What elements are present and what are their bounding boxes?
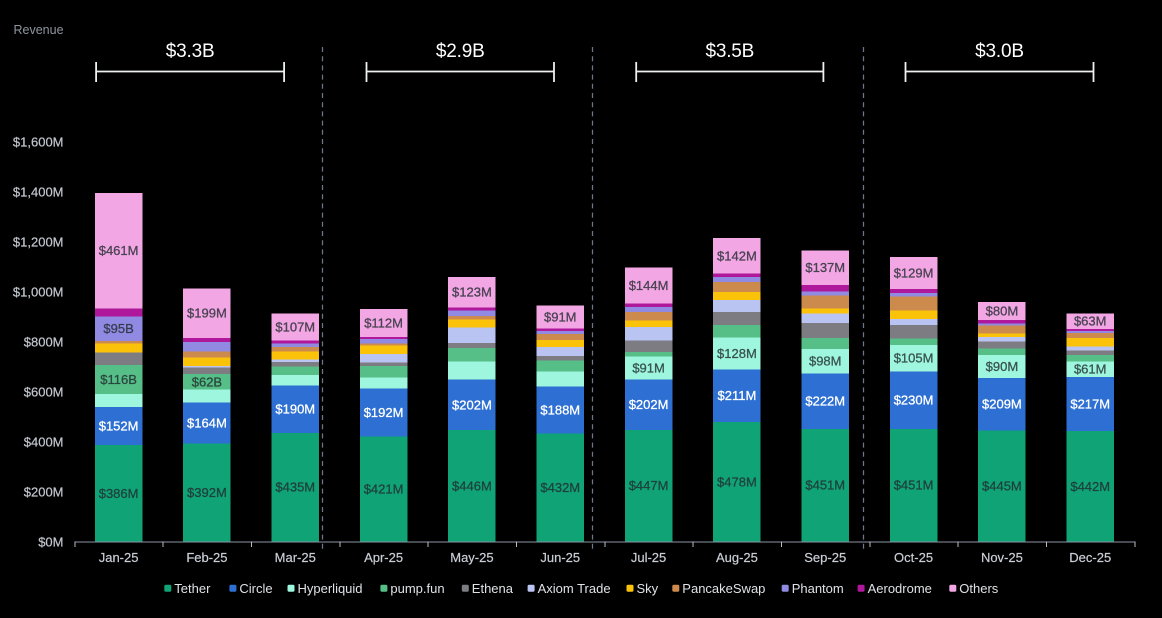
svg-text:$211M: $211M <box>718 388 757 403</box>
svg-text:$386M: $386M <box>99 486 139 501</box>
svg-text:$432M: $432M <box>540 480 580 495</box>
svg-text:$62B: $62B <box>192 374 222 389</box>
svg-text:$107M: $107M <box>275 319 315 334</box>
svg-text:Jan-25: Jan-25 <box>99 550 139 565</box>
svg-text:$95B: $95B <box>103 321 133 336</box>
svg-text:$200M: $200M <box>24 485 64 500</box>
svg-text:Mar-25: Mar-25 <box>275 550 316 565</box>
svg-text:$445M: $445M <box>982 478 1022 493</box>
svg-text:Hyperliquid: Hyperliquid <box>298 581 363 596</box>
svg-text:Nov-25: Nov-25 <box>981 550 1023 565</box>
svg-text:Feb-25: Feb-25 <box>186 550 227 565</box>
svg-text:Sep-25: Sep-25 <box>804 550 846 565</box>
svg-text:$0M: $0M <box>38 535 63 550</box>
svg-text:$123M: $123M <box>452 285 492 300</box>
svg-text:Ethena: Ethena <box>472 581 514 596</box>
svg-text:$105M: $105M <box>894 351 934 366</box>
svg-text:Others: Others <box>959 581 999 596</box>
svg-text:$192M: $192M <box>364 405 404 420</box>
svg-text:$152M: $152M <box>99 419 139 434</box>
svg-text:$209M: $209M <box>982 397 1022 412</box>
svg-text:Tether: Tether <box>174 581 211 596</box>
svg-text:$128M: $128M <box>717 346 757 361</box>
svg-text:$1,400M: $1,400M <box>13 185 64 200</box>
svg-text:Oct-25: Oct-25 <box>894 550 933 565</box>
svg-text:$91M: $91M <box>544 309 577 324</box>
svg-text:$190M: $190M <box>275 402 315 417</box>
svg-text:$478M: $478M <box>717 474 757 489</box>
svg-text:$129M: $129M <box>894 265 934 280</box>
svg-text:$61M: $61M <box>1074 362 1107 377</box>
svg-text:$1,600M: $1,600M <box>13 135 64 150</box>
svg-text:$80M: $80M <box>986 304 1019 319</box>
svg-text:Aug-25: Aug-25 <box>716 550 758 565</box>
svg-text:pump.fun: pump.fun <box>390 581 444 596</box>
svg-text:$202M: $202M <box>629 397 669 412</box>
svg-text:$112M: $112M <box>364 316 403 331</box>
svg-text:Jul-25: Jul-25 <box>631 550 666 565</box>
svg-text:$116B: $116B <box>100 372 137 387</box>
svg-text:$451M: $451M <box>894 478 934 493</box>
svg-text:$392M: $392M <box>187 485 227 500</box>
svg-text:$137M: $137M <box>805 260 845 275</box>
svg-text:$461M: $461M <box>99 243 139 258</box>
svg-text:$91M: $91M <box>632 360 665 375</box>
svg-text:$230M: $230M <box>894 393 934 408</box>
svg-text:$3.0B: $3.0B <box>975 41 1024 62</box>
svg-text:$421M: $421M <box>364 481 404 496</box>
svg-text:Axiom Trade: Axiom Trade <box>538 581 611 596</box>
svg-text:Aerodrome: Aerodrome <box>868 581 932 596</box>
svg-text:$447M: $447M <box>629 478 669 493</box>
svg-text:$3.3B: $3.3B <box>166 41 215 62</box>
svg-text:$144M: $144M <box>629 278 669 293</box>
svg-text:$3.5B: $3.5B <box>705 41 754 62</box>
svg-text:$442M: $442M <box>1070 479 1110 494</box>
svg-text:Phantom: Phantom <box>792 581 844 596</box>
svg-text:$600M: $600M <box>24 385 64 400</box>
svg-text:$451M: $451M <box>805 478 845 493</box>
svg-text:$446M: $446M <box>452 478 492 493</box>
svg-text:$217M: $217M <box>1070 396 1110 411</box>
svg-text:Circle: Circle <box>239 581 272 596</box>
svg-text:Jun-25: Jun-25 <box>540 550 580 565</box>
svg-text:$90M: $90M <box>986 359 1019 374</box>
svg-text:$800M: $800M <box>24 335 64 350</box>
svg-text:$2.9B: $2.9B <box>436 41 485 62</box>
svg-text:$400M: $400M <box>24 435 64 450</box>
svg-text:Sky: Sky <box>637 581 659 596</box>
svg-text:$199M: $199M <box>187 306 227 321</box>
svg-text:$98M: $98M <box>809 354 842 369</box>
svg-text:$435M: $435M <box>275 480 315 495</box>
svg-text:PancakeSwap: PancakeSwap <box>682 581 765 596</box>
svg-text:$164M: $164M <box>187 416 227 431</box>
svg-text:$188M: $188M <box>540 403 580 418</box>
svg-text:Dec-25: Dec-25 <box>1069 550 1111 565</box>
svg-text:May-25: May-25 <box>450 550 493 565</box>
svg-text:$202M: $202M <box>452 397 492 412</box>
svg-text:$63M: $63M <box>1074 314 1107 329</box>
svg-text:$142M: $142M <box>717 248 757 263</box>
svg-text:$1,000M: $1,000M <box>13 285 64 300</box>
svg-text:Apr-25: Apr-25 <box>364 550 403 565</box>
svg-text:$222M: $222M <box>805 394 845 409</box>
svg-text:$1,200M: $1,200M <box>13 235 64 250</box>
svg-text:Revenue: Revenue <box>14 23 64 37</box>
